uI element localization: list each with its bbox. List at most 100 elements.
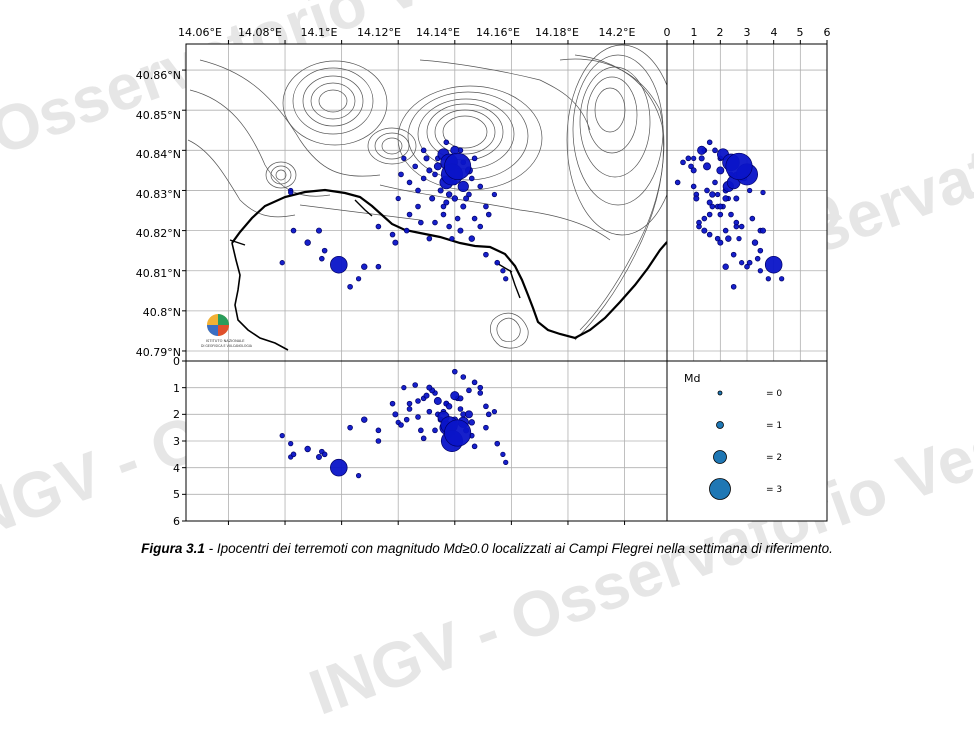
hypocenter-marker [709,191,716,198]
lon-tick-label: 14.16°E [476,26,520,39]
epicenter-marker [433,162,442,171]
lon-tick-label: 14.08°E [238,26,282,39]
epicenter-marker [406,211,413,218]
hypocenter-marker [432,427,438,434]
hypocenter-marker [722,263,729,270]
hypocenter-marker [290,451,297,458]
epicenter-marker [426,235,433,242]
hypocenter-marker [717,211,724,218]
hypocenter-marker [392,411,399,418]
epicenter-marker [471,155,478,162]
epicenter-marker [437,187,444,194]
hypocenter-marker [764,255,783,274]
hypocenter-marker [420,435,427,442]
hypocenter-marker [765,276,771,282]
hypocenter-marker [747,187,753,194]
harbour-piers [229,199,521,299]
epicenter-marker [415,203,421,210]
hypocenter-marker [733,219,740,226]
hypocenter-marker [406,400,413,407]
depth-tick-label: 5 [173,488,180,501]
depth-tick-label: 2 [173,408,180,421]
epicenter-marker [392,239,399,246]
depth-tick-label: 4 [173,462,180,475]
epicenter-marker [429,195,436,202]
hypocenter-marker [375,438,382,444]
hypocenter-marker [717,239,724,246]
legend-marker-md2 [713,450,727,464]
hypocenter-marker [706,139,713,146]
logo-text: DI GEOFISICA E VULCANOLOGIA [201,344,253,348]
depth-tick-label: 3 [173,435,180,448]
hypocenter-marker [279,433,285,439]
hypocenter-marker [468,419,475,426]
hypocenter-marker [698,155,705,162]
hypocenter-marker [738,223,745,230]
hypocenter-marker [779,276,785,282]
hypocenter-marker [725,235,732,242]
hypocenter-marker [749,215,756,222]
hypocenter-marker [483,403,489,410]
hypocenter-marker [725,152,753,180]
hypocenter-marker [361,416,368,423]
epicenter-marker [440,211,447,218]
axis-ticks [182,40,828,525]
epicenter-marker [432,171,438,178]
lat-tick-label: 40.84°N [136,148,181,161]
epicenter-marker [319,255,325,262]
hypocenter-marker [426,408,433,415]
epicenter-marker [375,263,382,270]
caption-label: Figura 3.1 [141,541,205,556]
epicenter-marker [500,268,506,274]
hypocenter-marker [445,403,453,410]
epicenter-marker [288,189,294,196]
caption-text: - Ipocentri dei terremoti con magnitudo … [204,541,833,556]
hypocenter-marker [751,239,759,246]
legend-marker-md0 [717,390,723,396]
hypocenter-marker [321,451,328,458]
earthquake-markers [279,139,785,479]
hypocenter-marker [730,251,737,258]
legend-marker-md1 [716,421,724,429]
hypocenter-marker [739,260,745,266]
lon-tick-label: 14.06°E [178,26,222,39]
hypocenter-marker [706,199,713,206]
hypocenter-marker [503,459,509,465]
epicenter-marker [466,191,472,198]
topography-contours [187,44,667,349]
hypocenter-marker [315,454,322,460]
hypocenter-marker [418,427,424,434]
hypocenter-marker [696,219,702,226]
coastline [231,188,667,340]
lat-depth-hypocenters [674,139,785,290]
hypocenter-marker [712,147,718,154]
figure-caption: Figura 3.1 - Ipocentri dei terremoti con… [0,541,974,556]
legend-title: Md [684,372,700,385]
epicenter-marker [315,227,322,234]
epicenter-marker [361,263,368,270]
hypocenter-marker [714,235,721,242]
hypocenter-marker [477,384,484,391]
hypocenter-marker [330,458,348,477]
epicenter-marker [446,223,452,230]
epicenter-marker [483,203,489,210]
hypocenter-marker [680,159,686,166]
hypocenter-marker [304,445,311,453]
hypocenter-marker [451,368,458,375]
epicenter-marker [451,195,458,202]
hypocenter-marker [477,390,484,396]
hypocenter-marker [471,379,478,386]
hypocenter-marker [433,397,442,405]
epicenter-marker [330,255,348,274]
epicenter-marker [401,155,407,161]
lon-tick-label: 14.1°E [301,26,338,39]
epicenter-marker [468,235,475,242]
epicenter-marker [398,171,404,178]
epicenter-marker [403,227,410,234]
hypocenter-marker [760,189,766,196]
epicenter-marker [457,227,464,234]
epicenter-marker [440,203,447,210]
lat-tick-label: 40.81°N [136,267,181,280]
epicenter-marker [355,276,362,282]
epicenter-marker [290,227,297,234]
